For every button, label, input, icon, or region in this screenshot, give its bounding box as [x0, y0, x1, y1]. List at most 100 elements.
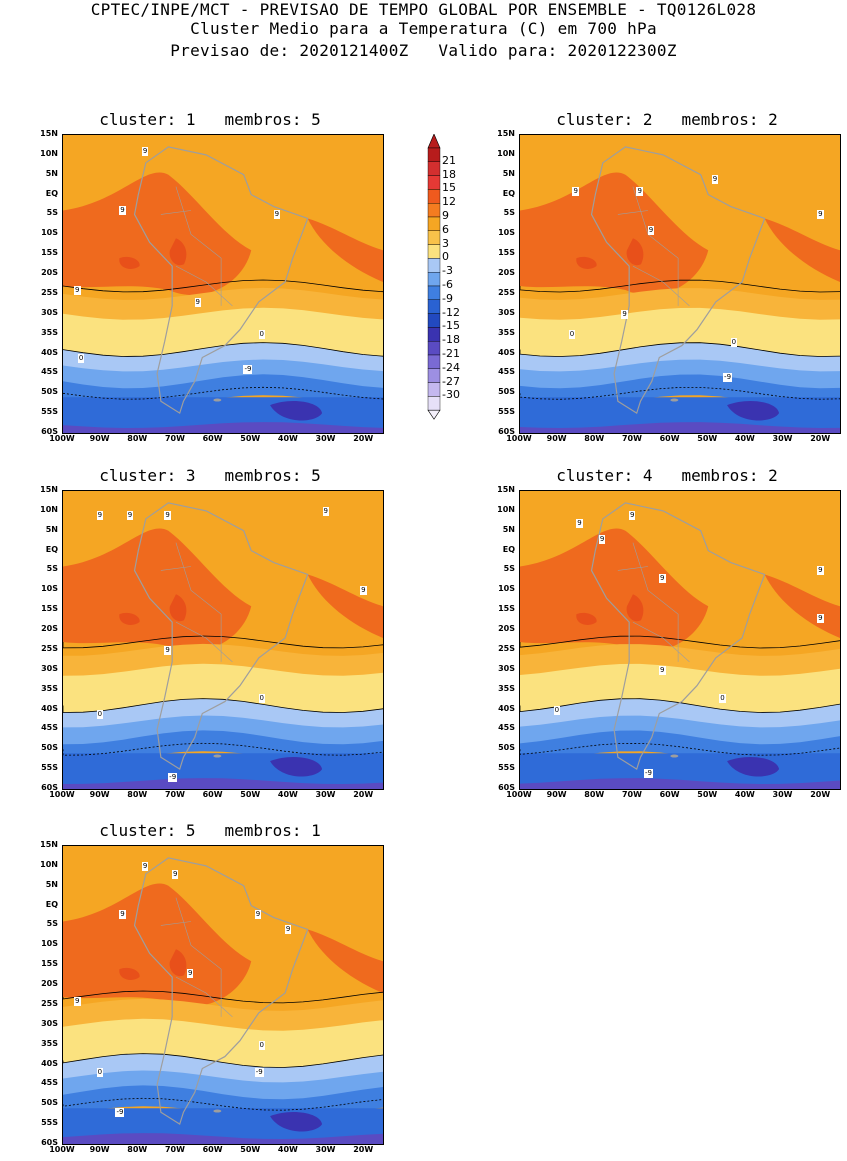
latitude-tick-label: 25S [41, 287, 58, 297]
contour-line [63, 635, 383, 649]
falkland-islands [670, 398, 679, 402]
contour-label: 9 [119, 206, 126, 216]
colorbar-tick-label: -24 [442, 360, 460, 374]
colorbar-graphic [427, 133, 441, 420]
latitude-tick-label: 40S [41, 347, 58, 357]
south-america-coastline [133, 146, 309, 415]
contour-label: 9 [659, 574, 666, 584]
longitude-tick-label: 30W [772, 434, 793, 443]
longitude-tick-label: 40W [277, 790, 298, 799]
longitude-tick-label: 70W [164, 790, 185, 799]
latitude-tick-label: 15S [41, 604, 58, 614]
latitude-tick-label: 5S [503, 564, 515, 574]
contour-label: 9 [284, 925, 292, 935]
latitude-tick-label: 15S [41, 959, 58, 969]
colorbar-top-arrow [427, 133, 441, 149]
contour-label: 0 [96, 709, 104, 719]
temperature-band [119, 256, 140, 269]
contour-line-dashed [63, 1097, 383, 1111]
latitude-tick-label: 5N [502, 524, 515, 534]
longitude-tick-label: 80W [584, 790, 605, 799]
latitude-tick-label: 15S [498, 248, 515, 258]
latitude-tick-label: 45S [498, 723, 515, 733]
temperature-field [63, 491, 383, 789]
contour-label: 9 [96, 510, 104, 520]
latitude-tick-label: 25S [498, 287, 515, 297]
latitude-tick-label: 20S [41, 979, 58, 989]
contour-label: -9 [723, 373, 733, 383]
contour-label: 9 [659, 665, 666, 675]
colorbar-tick-label: -21 [442, 347, 460, 360]
latitude-tick-label: 5N [45, 879, 58, 889]
header-title-line-3: Previsao de: 2020121400Z Valido para: 20… [170, 41, 677, 60]
temperature-field [520, 135, 840, 433]
temperature-band [270, 757, 323, 777]
panel-title: cluster: 1 membros: 5 [99, 110, 321, 129]
temperature-band [63, 1053, 383, 1087]
contour-label: 9 [119, 909, 126, 919]
longitude-tick-label: 40W [277, 434, 298, 443]
latitude-tick-label: 10S [41, 939, 58, 949]
temperature-band [307, 574, 383, 639]
map-panel-cluster-3: cluster: 3 membros: 5 9 9 9 9 9 9 0 0 -9 15N 10N 5N E… [20, 466, 400, 806]
longitude-tick-label: 70W [621, 434, 642, 443]
latitude-tick-label: 55S [41, 407, 58, 417]
latitude-tick-label: 60S [41, 1138, 58, 1147]
latitude-tick-label: 10S [41, 228, 58, 238]
contour-label: -9 [644, 769, 653, 779]
contour-label: -9 [115, 1108, 125, 1118]
longitude-tick-label: 30W [772, 790, 793, 799]
longitude-tick-label: 100W [49, 790, 75, 799]
country-borders [160, 897, 233, 1018]
longitude-tick-label: 20W [810, 790, 831, 799]
colorbar-swatch [427, 382, 441, 397]
colorbar-swatch [427, 216, 441, 232]
contour-label: 0 [258, 1040, 265, 1050]
latitude-tick-label: 10N [40, 148, 58, 158]
latitude-tick-label: 55S [41, 763, 58, 773]
contour-label: 0 [730, 337, 738, 347]
falkland-islands [213, 754, 222, 758]
contour-label: 0 [77, 353, 85, 363]
longitude-tick-label: 70W [164, 1145, 185, 1154]
longitude-tick-label: 80W [584, 434, 605, 443]
temperature-band [63, 663, 383, 716]
contour-label: -9 [243, 365, 253, 375]
temperature-band [119, 967, 140, 980]
longitude-tick-label: 50W [240, 790, 261, 799]
contour-label: 9 [628, 510, 636, 520]
contour-label: 9 [647, 226, 655, 236]
longitude-tick-label: 50W [240, 1145, 261, 1154]
colorbar-swatch [427, 244, 441, 259]
map-panel-cluster-1: cluster: 1 membros: 5 9 9 9 9 9 0 0 -9 15N 10N 5N EQ… [20, 110, 400, 450]
latitude-tick-label: 50S [41, 387, 58, 397]
latitude-tick-label: 30S [498, 307, 515, 317]
colorbar-tick-label: 6 [442, 222, 449, 236]
latitude-tick-label: 10N [497, 148, 515, 158]
latitude-tick-label: 5N [45, 168, 58, 178]
temperature-field [63, 846, 383, 1144]
colorbar-tick-label: -18 [442, 333, 460, 347]
colorbar-swatch [427, 354, 441, 370]
longitude-tick-label: 30W [315, 790, 336, 799]
temperature-band [270, 1112, 323, 1132]
colorbar-swatch [427, 285, 441, 301]
longitude-tick-label: 60W [659, 434, 680, 443]
temperature-band [270, 401, 323, 421]
contour-line [520, 635, 840, 649]
panel-title: cluster: 2 membros: 2 [556, 110, 778, 129]
longitude-tick-label: 90W [546, 434, 567, 443]
colorbar-tick-label: 18 [442, 167, 456, 181]
header-title-line-2: Cluster Medio para a Temperatura (C) em … [190, 19, 657, 38]
colorbar-tick-label: 3 [442, 236, 449, 250]
longitude-tick-label: 90W [89, 1145, 110, 1154]
contour-label: 9 [817, 210, 824, 220]
contour-label: 9 [126, 510, 134, 520]
contour-line-dashed [63, 742, 383, 756]
latitude-tick-label: 35S [498, 683, 515, 693]
contour-label: 9 [141, 861, 149, 871]
colorbar-tick-label: -15 [442, 319, 460, 333]
latitude-tick-label: 40S [498, 703, 515, 713]
temperature-band [576, 256, 597, 269]
south-america-coastline [133, 857, 309, 1126]
